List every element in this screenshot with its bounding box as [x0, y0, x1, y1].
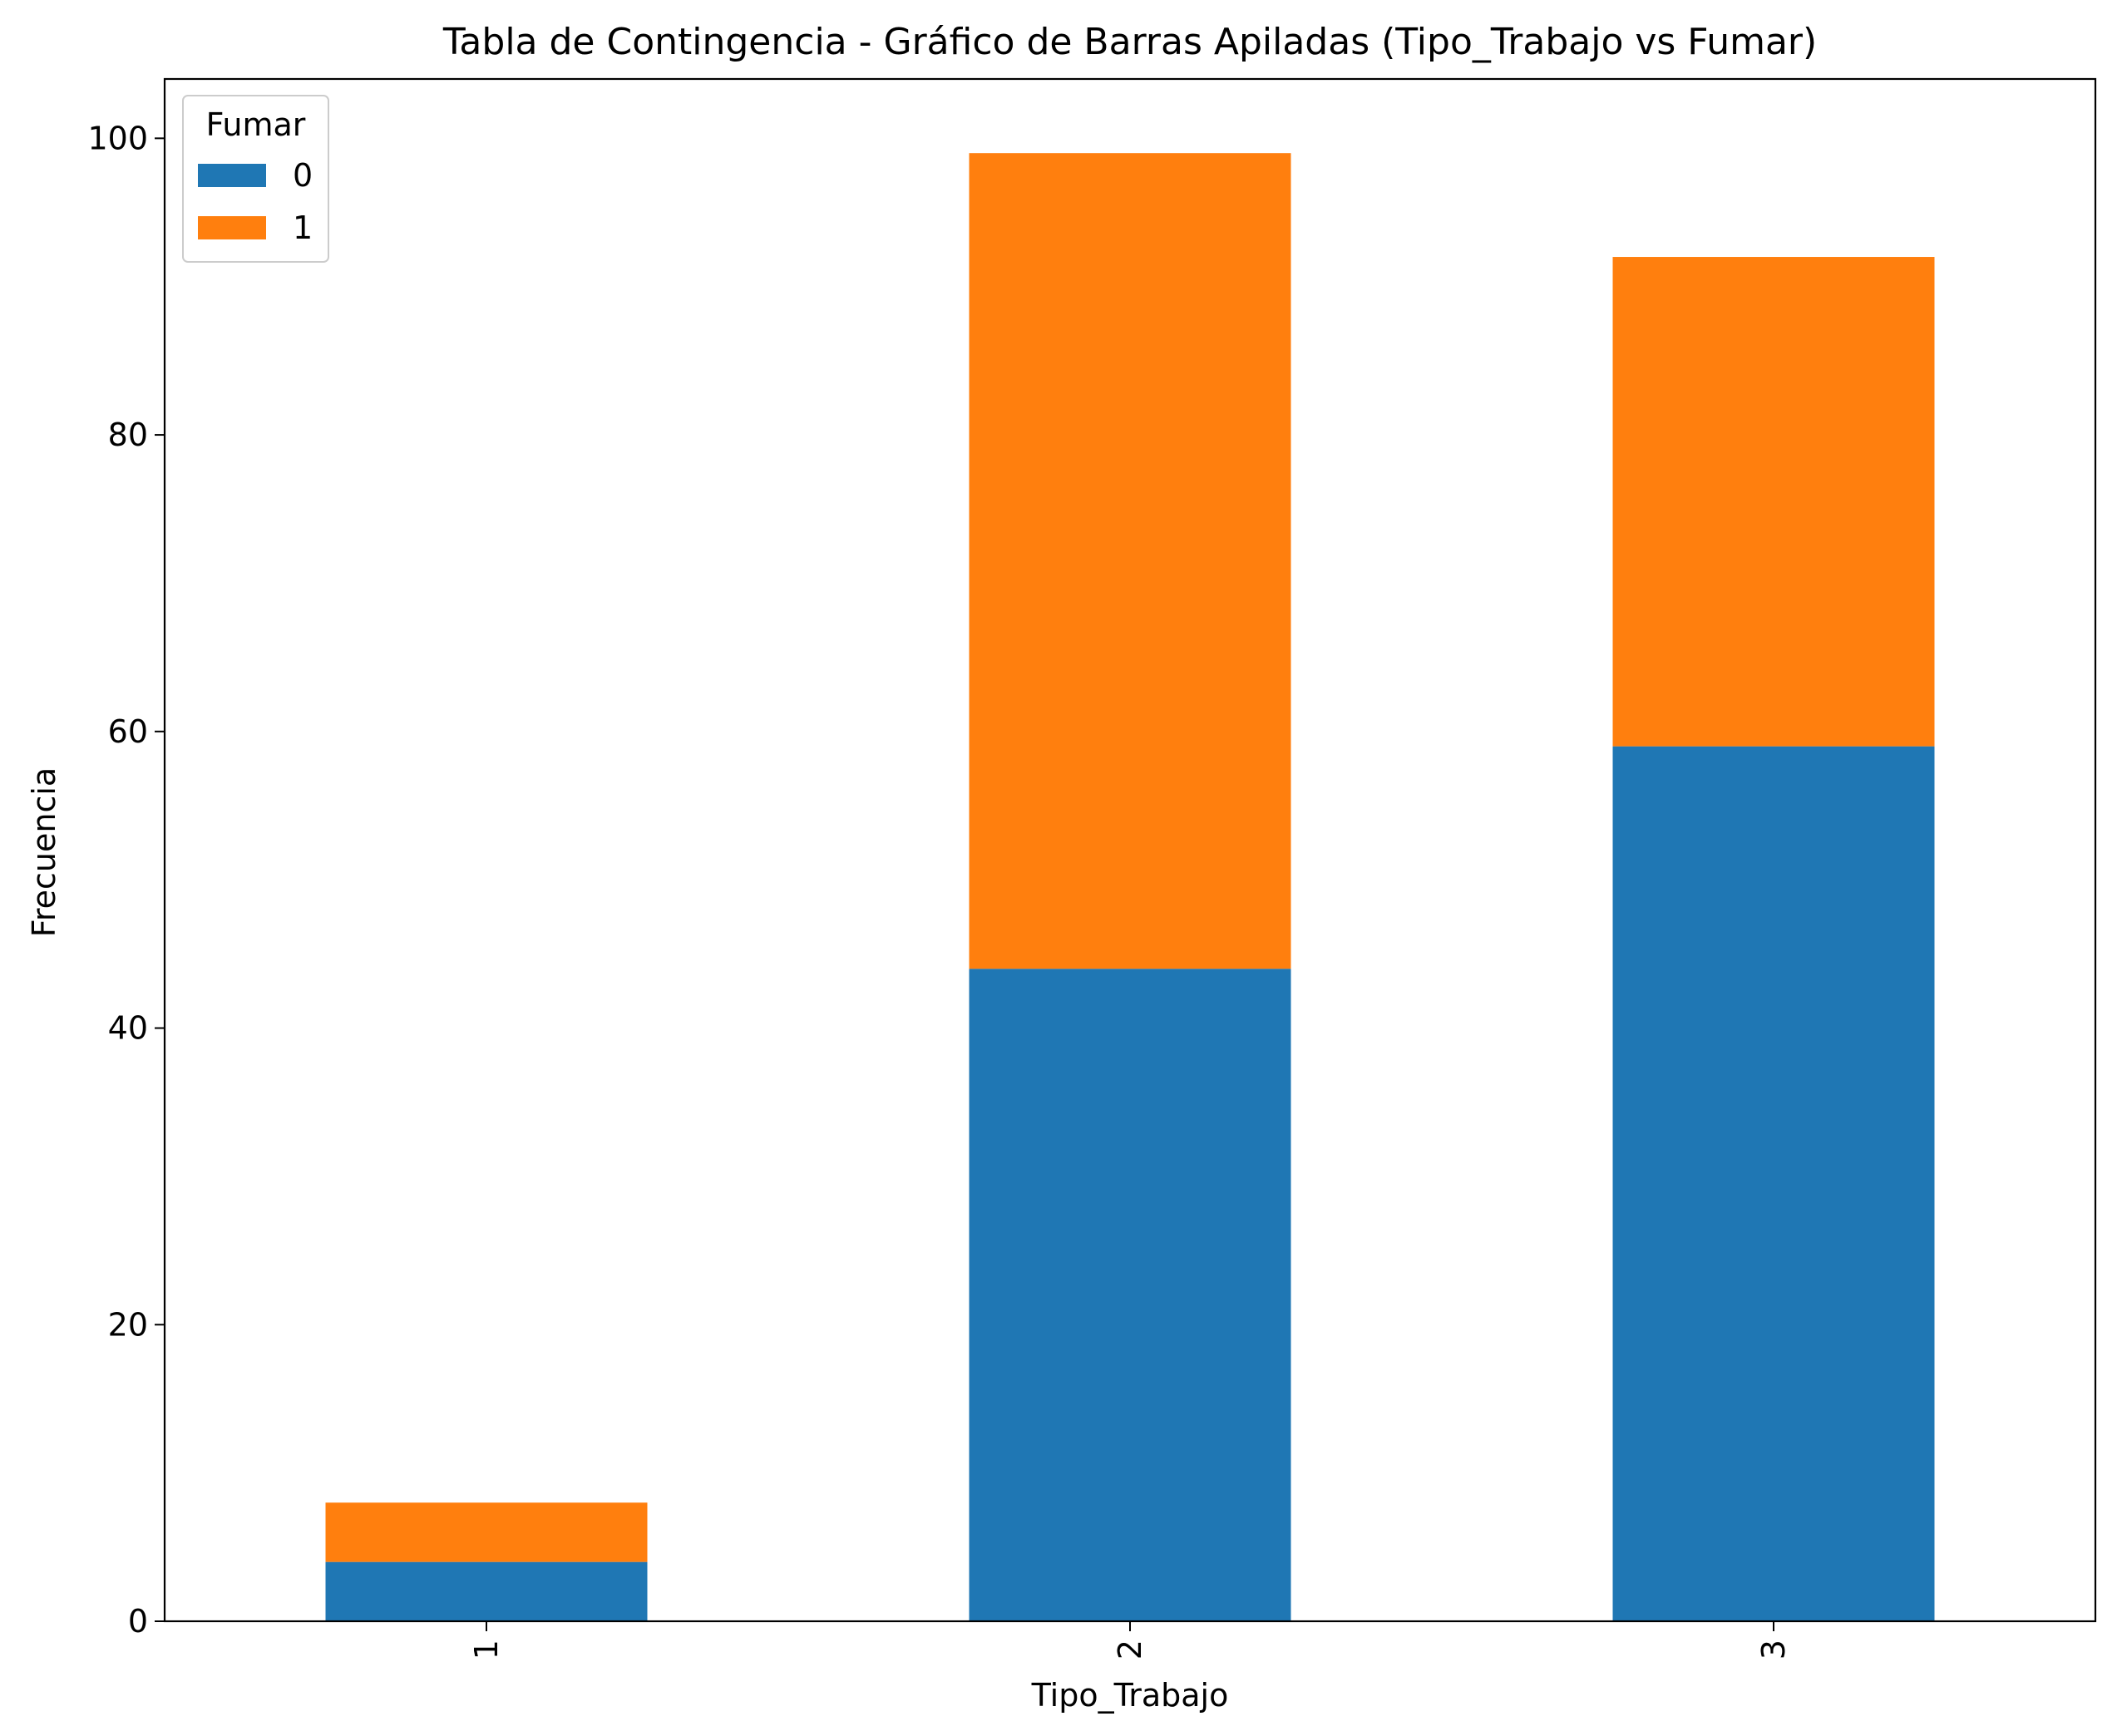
bar-1-fumar-1: [325, 1502, 648, 1562]
y-tick-label: 60: [108, 713, 148, 750]
x-tick-label: 1: [468, 1640, 505, 1660]
bar-2-fumar-1: [969, 153, 1291, 969]
y-tick-label: 80: [108, 417, 148, 453]
chart-title: Tabla de Contingencia - Gráfico de Barra…: [442, 21, 1817, 63]
legend-swatch-1: [198, 216, 266, 239]
x-tick-label: 3: [1755, 1640, 1792, 1660]
bar-1-fumar-0: [325, 1561, 648, 1621]
bar-3-fumar-0: [1612, 746, 1935, 1621]
bar-3-fumar-1: [1612, 257, 1935, 747]
x-axis-label: Tipo_Trabajo: [1031, 1677, 1229, 1714]
bar-2-fumar-0: [969, 969, 1291, 1621]
legend-label-0: 0: [293, 157, 313, 194]
axes-frame: [163, 77, 2097, 1623]
legend-title: Fumar: [206, 106, 306, 143]
x-tick-label: 2: [1112, 1640, 1148, 1660]
y-axis-label: Frecuencia: [26, 767, 62, 937]
y-tick-label: 40: [108, 1010, 148, 1047]
y-tick-label: 20: [108, 1306, 148, 1343]
legend-swatch-0: [198, 164, 266, 187]
plot-area: 1 2 3 0 20 40 60 80 100: [87, 77, 2097, 1660]
y-tick-label: 100: [87, 120, 148, 156]
legend: Fumar 0 1: [182, 95, 329, 263]
y-tick-label: 0: [128, 1603, 148, 1640]
legend-label-1: 1: [293, 210, 313, 246]
